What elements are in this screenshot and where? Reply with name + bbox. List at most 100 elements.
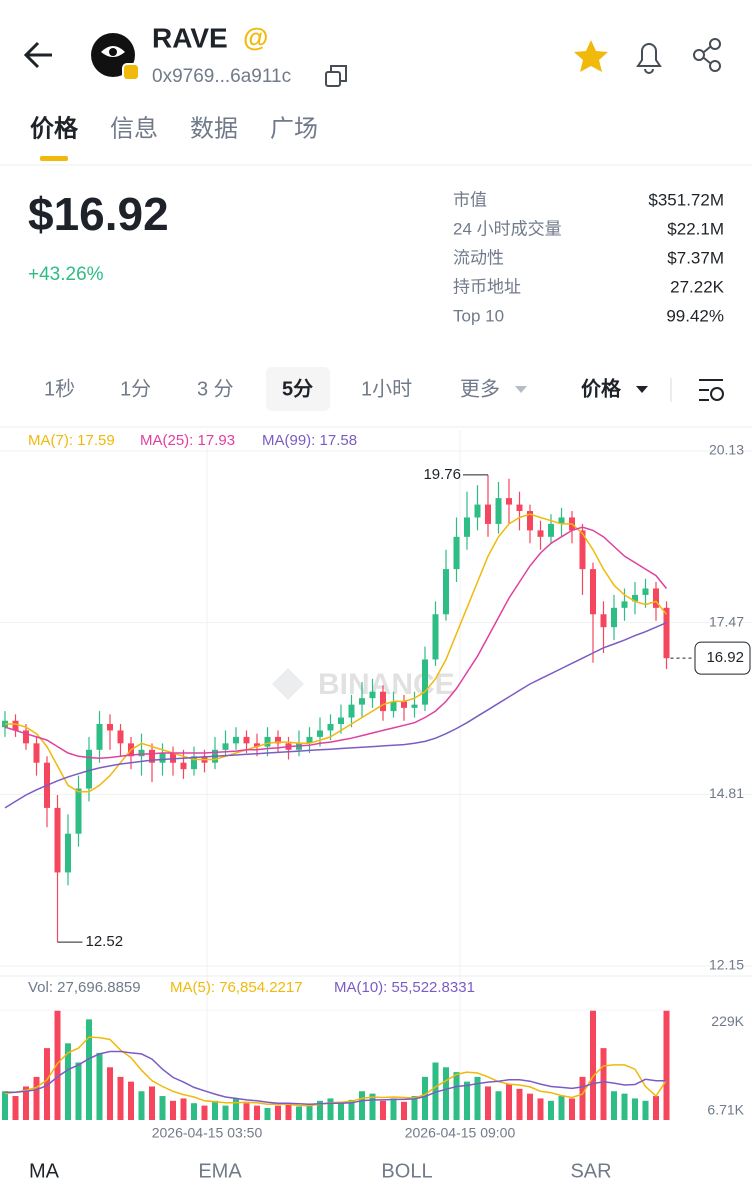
candle-body — [117, 730, 124, 744]
candle-body — [222, 743, 229, 750]
volume-bar — [621, 1093, 628, 1120]
candle-body — [317, 730, 323, 737]
candle-body — [411, 704, 418, 708]
y-tick-label: 20.13 — [709, 442, 744, 458]
last-price-box — [694, 641, 751, 675]
volume-bar — [611, 1091, 617, 1120]
candle-body — [369, 691, 376, 699]
candle-body — [663, 607, 670, 659]
volume-bar — [191, 1103, 197, 1120]
candle-body — [527, 511, 533, 531]
interval-option[interactable]: 更多 — [460, 377, 500, 400]
candle-body — [327, 723, 334, 731]
volume-bar — [12, 1096, 19, 1120]
volume-bar — [506, 1084, 512, 1120]
candle-body — [558, 517, 565, 524]
candle-body — [54, 807, 61, 873]
volume-bar — [653, 1096, 659, 1120]
indicator-tab[interactable]: EMA — [198, 1160, 242, 1182]
volume-bar — [23, 1086, 29, 1120]
stat-label: 流动性 — [453, 248, 504, 267]
candle-body — [579, 530, 586, 570]
tab[interactable]: 信息 — [110, 115, 158, 142]
stat-value: 27.22K — [670, 277, 725, 296]
x-tick-label: 2026-04-15 03:50 — [152, 1125, 263, 1141]
volume-bar — [495, 1091, 502, 1120]
candle-body — [149, 749, 155, 763]
interval-option[interactable]: 5分 — [282, 377, 313, 400]
ma-line — [5, 513, 668, 793]
price-change: +43.26% — [28, 264, 104, 285]
volume-bar — [306, 1104, 313, 1120]
indicator-tab[interactable]: SAR — [570, 1160, 611, 1182]
volume-bar — [485, 1086, 491, 1120]
candle-body — [422, 659, 428, 705]
candle-body — [33, 743, 40, 763]
volume-bar — [558, 1096, 565, 1120]
volume-bar — [527, 1093, 533, 1120]
volume-bar — [243, 1103, 250, 1120]
volume-bar — [222, 1105, 229, 1120]
y-tick-label: 12.15 — [709, 957, 744, 973]
indicator-tab[interactable]: BOLL — [381, 1160, 432, 1182]
back-button[interactable] — [23, 41, 52, 69]
tab[interactable]: 数据 — [190, 115, 238, 142]
interval-option[interactable]: 1秒 — [44, 377, 75, 400]
volume-bar — [401, 1101, 407, 1120]
indicator-tab[interactable]: MA — [29, 1160, 60, 1182]
candle-body — [233, 736, 239, 744]
volume-bar — [285, 1103, 292, 1120]
volume-bar — [590, 1010, 596, 1120]
candle-body — [600, 614, 607, 628]
candle-body — [264, 736, 271, 747]
interval-option[interactable]: 1分 — [120, 377, 151, 400]
volume-bar — [86, 1019, 92, 1120]
candle-body — [243, 736, 250, 744]
favorite-star[interactable] — [574, 40, 608, 72]
candle-body — [537, 530, 544, 537]
candle-body — [443, 569, 449, 615]
volume-bar — [201, 1105, 208, 1120]
tab[interactable]: 价格 — [30, 115, 79, 142]
stat-label: Top 10 — [453, 306, 504, 325]
volume-bar — [275, 1105, 281, 1120]
volume-bar — [548, 1100, 554, 1120]
candle-body — [275, 736, 281, 744]
volume-bar — [390, 1098, 397, 1120]
candle-body — [653, 588, 659, 608]
volume-bar — [149, 1086, 155, 1120]
interval-option[interactable]: 价格 — [581, 376, 622, 400]
candle-body — [180, 762, 187, 770]
volume-bar — [453, 1072, 460, 1120]
volume-bar — [170, 1100, 176, 1120]
vol-tick-label: 6.71K — [707, 1101, 744, 1117]
volume-bar — [254, 1105, 260, 1120]
volume-bar — [212, 1100, 218, 1120]
last-price-label: 16.92 — [706, 649, 744, 666]
volume-bar — [663, 1010, 670, 1120]
contract-address: 0x9769...6a911c — [152, 66, 291, 87]
y-tick-label: 14.81 — [709, 785, 744, 801]
stat-value: $7.37M — [667, 248, 724, 267]
candle-body — [107, 723, 113, 731]
copy-button[interactable] — [325, 65, 347, 87]
chart-settings[interactable] — [699, 379, 724, 401]
share-button[interactable] — [693, 38, 721, 72]
current-price: $16.92 — [28, 188, 169, 240]
chain-badge — [122, 63, 140, 81]
interval-option[interactable]: 3 分 — [197, 377, 234, 400]
ma-legend: MA(25): 17.93 — [140, 432, 235, 449]
candle-body — [306, 736, 313, 744]
candle-body — [12, 720, 19, 731]
candle-body — [432, 614, 439, 660]
vol-tick-label: 229K — [711, 1013, 744, 1029]
tab[interactable]: 广场 — [270, 115, 318, 142]
price-caret — [636, 386, 648, 393]
alert-bell[interactable] — [636, 43, 662, 74]
candle-body — [359, 698, 365, 705]
vol-ma-legend: MA(5): 76,854.2217 — [170, 979, 303, 996]
interval-option[interactable]: 1小时 — [361, 377, 412, 400]
volume-bar — [128, 1081, 134, 1120]
interval-selected-bg — [266, 367, 330, 411]
volume-bar — [327, 1098, 334, 1120]
